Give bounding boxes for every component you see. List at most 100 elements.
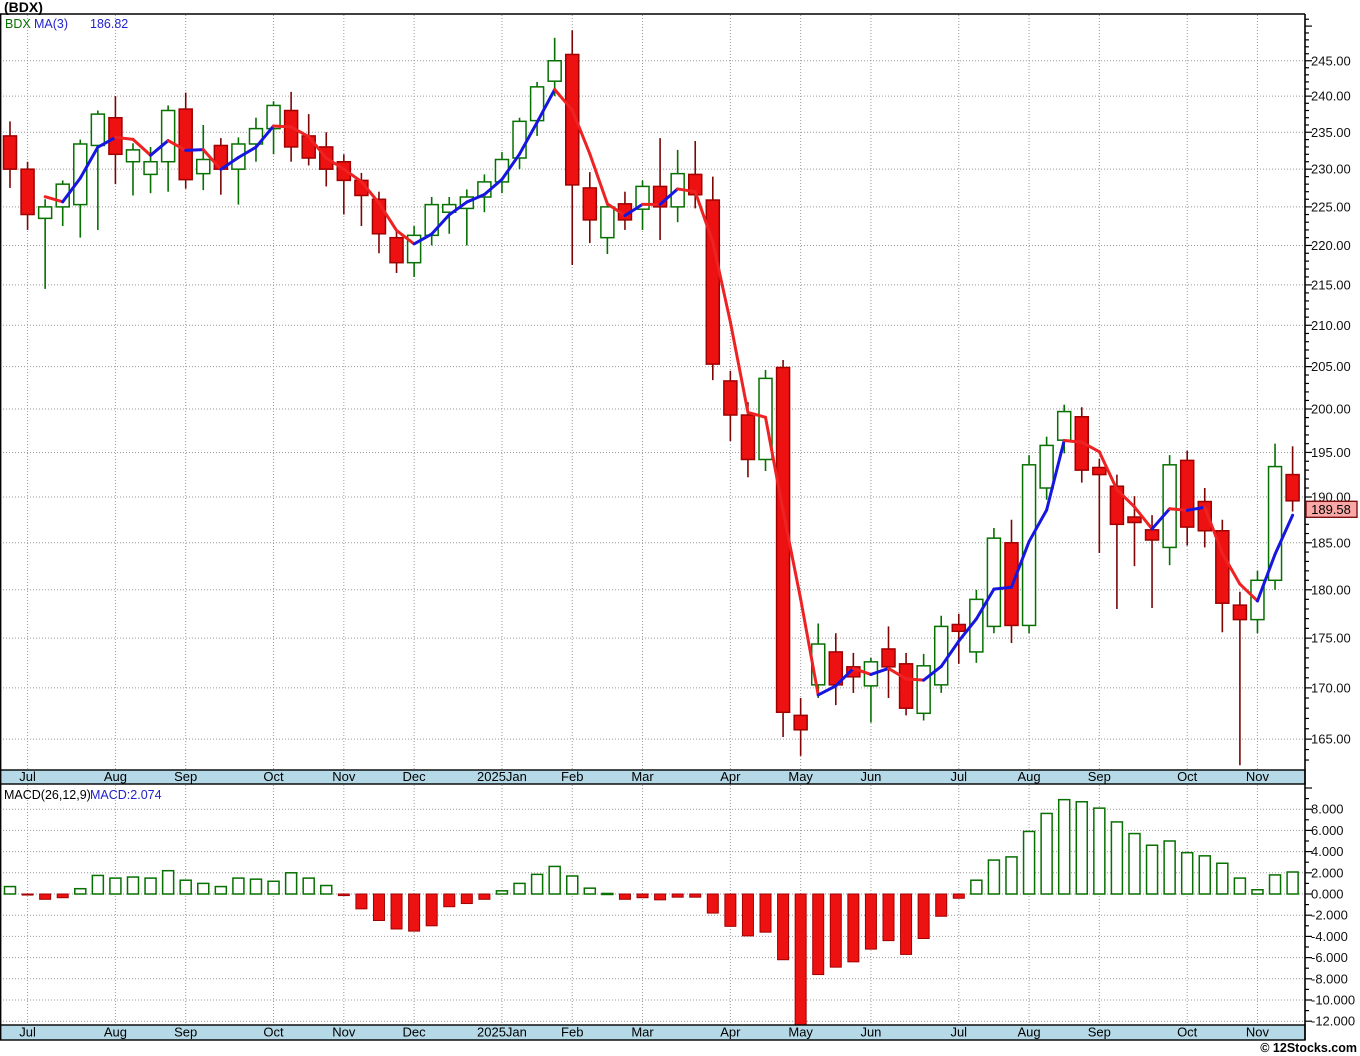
ma-line-segment <box>61 176 82 204</box>
legend-macd-name: MACD(26,12,9) <box>4 788 91 802</box>
candle-up <box>90 113 106 147</box>
macd-axis-label: -8.000 <box>1311 971 1348 986</box>
candle-up <box>196 158 211 175</box>
ma-line-segment <box>1273 513 1295 556</box>
ma-line-segment <box>1220 551 1242 586</box>
ma-line-segment <box>693 190 715 244</box>
macd-bar-positive <box>1022 830 1036 895</box>
macd-axis-label: 0.000 <box>1311 887 1344 902</box>
month-label-lower: Oct <box>263 1025 284 1040</box>
month-label-upper: Aug <box>1017 769 1040 784</box>
price-legend: BDX MA(3) 186.82 <box>5 17 128 31</box>
macd-bar-negative <box>917 893 930 940</box>
price-axis-label: 225.00 <box>1311 199 1351 214</box>
ma-line-segment <box>184 148 205 152</box>
month-label-upper: 2025Jan <box>477 769 527 784</box>
macd-bar-positive <box>1128 832 1141 895</box>
ma-line-segment <box>728 320 750 414</box>
macd-bar-positive <box>987 859 1001 895</box>
ma-line-segment <box>588 152 609 206</box>
ma-line-segment <box>623 202 645 218</box>
ma-line-segment <box>992 585 1013 591</box>
ma-line-segment <box>1203 505 1224 555</box>
month-label-upper: Nov <box>332 769 356 784</box>
macd-bar-negative <box>671 893 684 898</box>
legend-symbol: BDX <box>5 17 31 31</box>
macd-bar-negative <box>829 893 842 968</box>
macd-bar-positive <box>249 878 263 895</box>
ma-line-segment <box>482 177 504 196</box>
candle-down <box>881 648 896 668</box>
candle-down <box>898 663 914 709</box>
macd-bar-positive <box>91 874 105 895</box>
ma-line-segment <box>465 192 486 204</box>
ma-line-segment <box>377 201 399 232</box>
candle-down <box>283 109 299 148</box>
ma-line-segment <box>1097 450 1119 492</box>
ma-line-segment <box>834 666 855 688</box>
macd-bar-negative <box>900 893 913 955</box>
macd-bar-negative <box>794 893 807 1026</box>
macd-bar-positive <box>267 880 280 895</box>
month-label-lower: Feb <box>561 1025 583 1040</box>
macd-bar-positive <box>583 887 597 895</box>
candle-down <box>740 414 756 461</box>
grid-layer <box>0 15 1305 1024</box>
ma-line-segment <box>96 135 117 149</box>
candle-up <box>73 143 88 206</box>
macd-bar-positive <box>284 872 298 895</box>
ma-line-segment <box>922 664 943 682</box>
ma-line-segment <box>272 124 293 129</box>
macd-bar-positive <box>109 877 122 895</box>
month-label-lower: Jul <box>950 1025 967 1040</box>
macd-bar-positive <box>214 885 228 895</box>
ma-line-segment <box>957 617 978 643</box>
macd-bar-negative <box>724 893 737 927</box>
macd-bar-negative <box>390 893 403 930</box>
price-axis-label: 215.00 <box>1311 277 1351 292</box>
month-label-lower: Nov <box>332 1025 356 1040</box>
ma-line-segment <box>289 125 311 139</box>
macd-bar-negative <box>636 893 649 899</box>
macd-bar-positive <box>1093 807 1106 895</box>
last-price-tag-box <box>1305 500 1358 519</box>
price-axis-label: 185.00 <box>1311 535 1351 550</box>
macd-bar-positive <box>1251 889 1264 895</box>
ma-line-segment <box>78 145 100 180</box>
ma-line-segment <box>1255 552 1277 603</box>
candle-down <box>1144 529 1160 541</box>
month-label-upper: Aug <box>104 769 127 784</box>
macd-bar-positive <box>1198 855 1212 895</box>
month-label-upper: Mar <box>631 769 654 784</box>
macd-bar-positive <box>530 873 544 895</box>
macd-bar-negative <box>408 893 421 932</box>
candle-down <box>705 199 721 365</box>
month-label-upper: Sep <box>1088 769 1111 784</box>
candle-up <box>125 149 141 163</box>
macd-bar-positive <box>1145 844 1159 895</box>
ma-line-segment <box>518 120 539 156</box>
candle-down <box>1092 466 1107 476</box>
ma-line-segment <box>359 180 381 205</box>
candle-down <box>793 714 808 731</box>
candle-down <box>564 53 580 186</box>
ma-line-segment <box>887 666 908 681</box>
candle-up <box>37 206 53 220</box>
ma-line-segment <box>816 684 838 697</box>
ma-line-segment <box>851 666 873 676</box>
macd-bar-negative <box>706 893 719 914</box>
macd-axis-label: 4.000 <box>1311 844 1344 859</box>
price-axis-label: 205.00 <box>1311 359 1351 374</box>
ma-line-segment <box>535 87 557 124</box>
last-price-tag: 189.58 <box>1305 500 1358 519</box>
ma-line-segment <box>799 597 820 697</box>
macd-bar-positive <box>1268 874 1282 895</box>
macd-bar-negative <box>952 893 965 899</box>
ma-line-segment <box>113 135 135 141</box>
macd-bar-positive <box>1180 851 1194 895</box>
candle-up <box>933 625 949 686</box>
macd-legend: MACD(26,12,9) MACD:2.074 <box>4 788 162 802</box>
ma-line-segment <box>236 145 258 160</box>
month-label-upper: Feb <box>561 769 583 784</box>
macd-bar-positive <box>1040 812 1053 895</box>
